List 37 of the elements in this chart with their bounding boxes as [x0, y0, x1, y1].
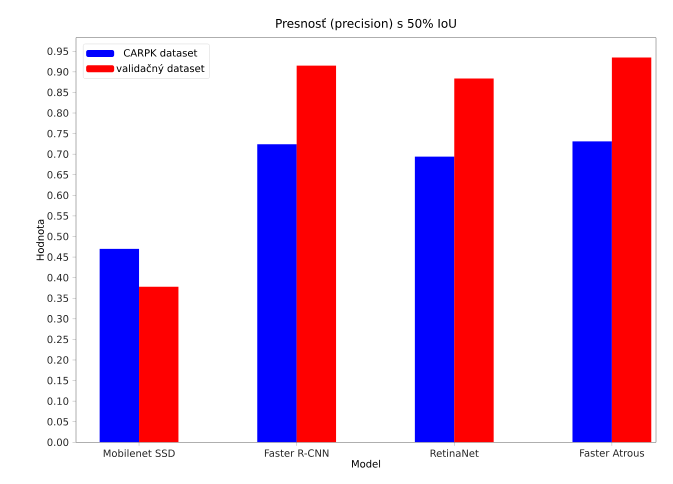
- y-tick-label: 0.05: [47, 418, 68, 426]
- x-tick-label: Faster R-CNN: [264, 449, 328, 457]
- bar: [612, 57, 652, 442]
- y-tick-label: 0.35: [47, 294, 68, 302]
- y-tick-label: 0.85: [47, 88, 68, 96]
- bar: [572, 141, 612, 442]
- bar: [100, 248, 140, 442]
- bar: [296, 66, 336, 442]
- y-tick-label: 0.45: [47, 253, 68, 261]
- legend-label: validačný dataset: [116, 64, 204, 74]
- y-tick-label: 0.50: [47, 232, 68, 240]
- y-tick-label: 0.00: [47, 438, 68, 446]
- y-tick-label: 0.75: [47, 130, 68, 138]
- y-tick-label: 0.25: [47, 336, 68, 344]
- y-tick-label: 0.60: [47, 192, 68, 200]
- y-tick-label: 0.95: [47, 47, 68, 56]
- chart-title: Presnosť (precision) s 50% IoU: [276, 18, 456, 30]
- x-tick-label: Faster Atrous: [580, 449, 644, 457]
- x-tick-label: Mobilenet SSD: [104, 449, 175, 458]
- y-tick-label: 0.70: [47, 150, 68, 158]
- y-axis-title: Hodnota: [36, 220, 44, 260]
- y-tick-label: 0.40: [47, 274, 68, 282]
- y-tick-label: 0.30: [47, 315, 68, 323]
- bar: [257, 144, 297, 442]
- y-tick-label: 0.90: [47, 68, 68, 76]
- y-tick-label: 0.20: [47, 356, 68, 364]
- bar: [454, 78, 494, 442]
- y-tick-label: 0.80: [47, 109, 68, 117]
- x-axis-title: Model: [352, 460, 380, 468]
- x-tick-label: RetinaNet: [430, 449, 479, 458]
- y-tick-label: 0.55: [47, 212, 68, 220]
- y-tick-label: 0.15: [47, 376, 68, 384]
- legend-label: CARPK dataset: [124, 48, 198, 57]
- y-tick-label: 0.10: [47, 397, 68, 405]
- y-tick-label: 0.65: [47, 170, 68, 179]
- bar: [139, 286, 178, 442]
- bar: [414, 156, 454, 442]
